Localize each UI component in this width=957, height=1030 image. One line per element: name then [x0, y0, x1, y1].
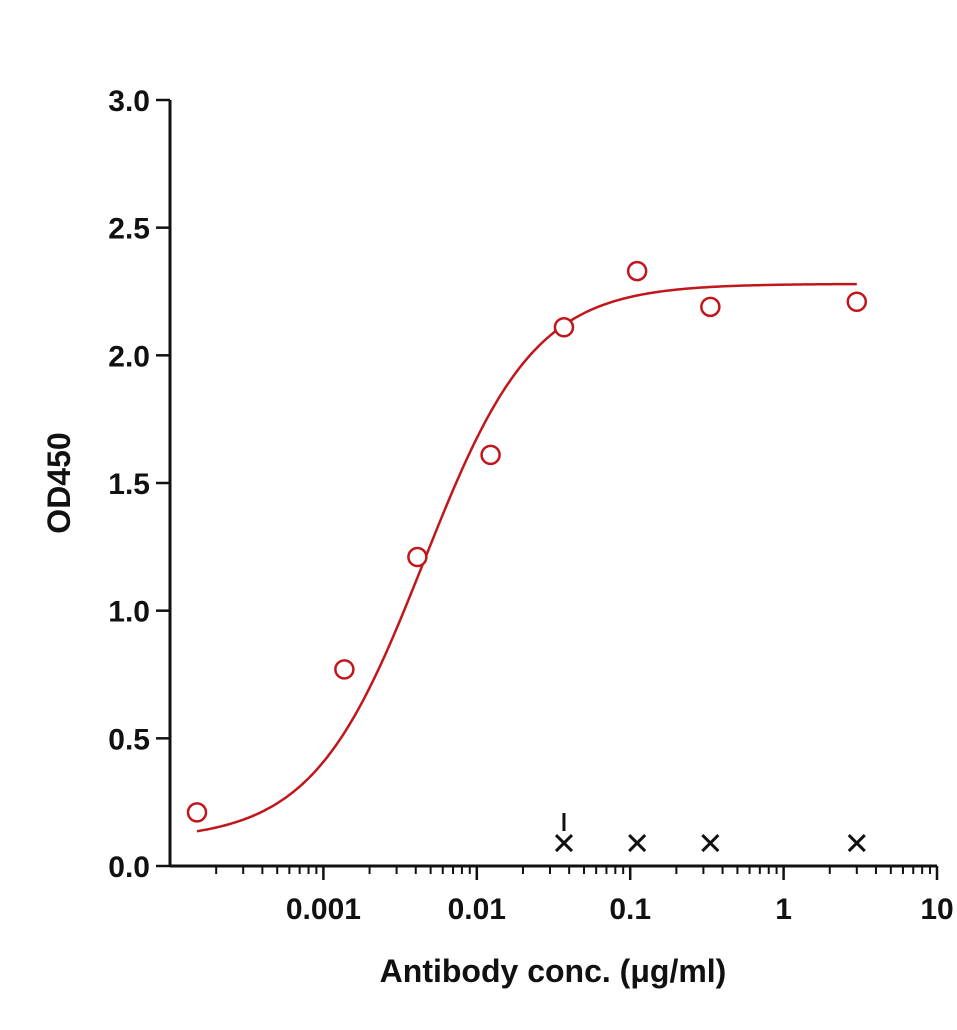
marker-stroke [554, 833, 574, 853]
x-tick-label: 1 [775, 893, 792, 926]
data-point [480, 444, 501, 466]
y-axis-title: OD450 [41, 432, 77, 533]
y-tick-label: 3.0 [108, 85, 150, 118]
data-point [186, 802, 208, 823]
data-point [626, 260, 648, 282]
marker-stroke [847, 833, 866, 853]
data-point [334, 659, 355, 680]
x-tick-label: 0.1 [609, 893, 651, 926]
fit-curve [196, 282, 857, 833]
data-point [846, 291, 868, 312]
marker-stroke [701, 833, 720, 853]
y-tick-label: 2.0 [108, 340, 150, 373]
y-tick-label: 0.5 [108, 723, 150, 756]
x-axis-title: Antibody conc. (μg/ml) [380, 953, 727, 989]
marker-stroke [628, 833, 647, 853]
y-tick-label: 2.5 [108, 213, 150, 246]
baseline-marker [628, 833, 647, 853]
data-point [700, 296, 721, 318]
baseline-marker [847, 833, 866, 853]
data-point [553, 316, 575, 338]
x-tick-label: 0.01 [448, 893, 506, 926]
x-tick-label: 10 [920, 893, 953, 926]
y-tick-label: 0.0 [108, 851, 150, 884]
baseline-marker [701, 833, 720, 853]
data-point [407, 546, 428, 568]
x-tick-label: 0.001 [286, 893, 361, 926]
y-tick-label: 1.0 [108, 596, 150, 629]
baseline-marker-arrow [554, 813, 574, 853]
y-tick-label: 1.5 [108, 468, 150, 501]
